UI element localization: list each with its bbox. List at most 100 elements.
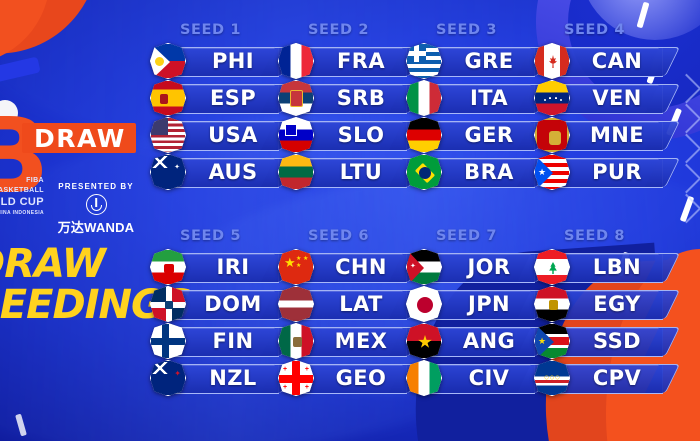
seed-header: SEED 4 bbox=[564, 22, 626, 38]
team-code: NZL bbox=[209, 366, 257, 390]
team-pill[interactable] bbox=[420, 47, 535, 77]
seed-grid: SEED 1 PHI ESP USA ✦ AUS bbox=[150, 0, 700, 441]
team-row[interactable]: ★ SSD bbox=[534, 323, 670, 359]
team-code: SLO bbox=[337, 123, 385, 147]
team-code: PHI bbox=[212, 49, 254, 73]
team-row[interactable]: MEX bbox=[278, 323, 414, 359]
team-row[interactable]: CAN bbox=[534, 43, 670, 79]
seed-block-5: SEED 5 IRI DOM FIN ✦ NZL bbox=[150, 228, 286, 397]
spain-flag bbox=[150, 80, 186, 116]
team-row[interactable]: VEN bbox=[534, 80, 670, 116]
iran-flag bbox=[150, 249, 186, 285]
team-row[interactable]: GRE bbox=[406, 43, 542, 79]
slovenia-flag bbox=[278, 117, 314, 153]
fiba-logo-line: BASKETBALL bbox=[0, 187, 44, 194]
team-code: AUS bbox=[208, 160, 258, 184]
italy-flag bbox=[406, 80, 442, 116]
team-pill[interactable] bbox=[164, 253, 279, 283]
united-states-flag bbox=[150, 117, 186, 153]
team-code: FRA bbox=[337, 49, 385, 73]
seed-header: SEED 6 bbox=[308, 228, 370, 244]
montenegro-flag bbox=[534, 117, 570, 153]
draw-banner: DRAW bbox=[22, 123, 136, 153]
south-sudan-flag: ★ bbox=[534, 323, 570, 359]
team-pill[interactable] bbox=[164, 364, 279, 394]
team-row[interactable]: CIV bbox=[406, 360, 542, 396]
canada-flag bbox=[534, 43, 570, 79]
team-code: ITA bbox=[470, 86, 508, 110]
seed-block-4: SEED 4 CAN VEN MNE ★ PUR bbox=[534, 22, 670, 191]
team-row[interactable]: PHI bbox=[150, 43, 286, 79]
team-code: ESP bbox=[209, 86, 257, 110]
seed-header: SEED 2 bbox=[308, 22, 370, 38]
team-row[interactable]: MNE bbox=[534, 117, 670, 153]
team-row[interactable]: ○○○ CPV bbox=[534, 360, 670, 396]
team-pill[interactable] bbox=[420, 253, 535, 283]
team-row[interactable]: ITA bbox=[406, 80, 542, 116]
team-row[interactable]: LAT bbox=[278, 286, 414, 322]
wanda-logo-icon bbox=[85, 194, 107, 215]
seed-header: SEED 8 bbox=[564, 228, 626, 244]
team-row[interactable]: JPN bbox=[406, 286, 542, 322]
philippines-flag bbox=[150, 43, 186, 79]
australia-flag: ✦ bbox=[150, 154, 186, 190]
branding-panel: B DRAW FIBA BASKETBALL WORLD CUP CHINA I… bbox=[0, 0, 192, 441]
team-code: VEN bbox=[592, 86, 642, 110]
team-row[interactable]: GER bbox=[406, 117, 542, 153]
lebanon-flag bbox=[534, 249, 570, 285]
fiba-worldcup-logo: FIBA BASKETBALL WORLD CUP CHINA INDONESI… bbox=[0, 176, 44, 218]
team-row[interactable]: SLO bbox=[278, 117, 414, 153]
serbia-flag bbox=[278, 80, 314, 116]
seed-block-3: SEED 3 GRE ITA GER BRA bbox=[406, 22, 542, 191]
jordan-flag: ✦ bbox=[406, 249, 442, 285]
team-row[interactable]: ✦ JOR bbox=[406, 249, 542, 285]
team-row[interactable]: EGY bbox=[534, 286, 670, 322]
team-row[interactable]: ★ PUR bbox=[534, 154, 670, 190]
lithuania-flag bbox=[278, 154, 314, 190]
team-code: DOM bbox=[204, 292, 262, 316]
team-row[interactable]: DOM bbox=[150, 286, 286, 322]
team-code: GEO bbox=[335, 366, 387, 390]
team-code: SSD bbox=[593, 329, 641, 353]
team-row[interactable]: LTU bbox=[278, 154, 414, 190]
seed-block-2: SEED 2 FRA SRB SLO LTU bbox=[278, 22, 414, 191]
team-row[interactable]: ANG bbox=[406, 323, 542, 359]
seed-block-6: SEED 6 ★ ★ ★ CHN LAT MEX ++++ GEO bbox=[278, 228, 414, 397]
sponsor-name: 万达WANDA bbox=[57, 220, 135, 235]
team-code: CAN bbox=[591, 49, 643, 73]
team-row[interactable]: FRA bbox=[278, 43, 414, 79]
egypt-flag bbox=[534, 286, 570, 322]
team-row[interactable]: ESP bbox=[150, 80, 286, 116]
team-code: USA bbox=[208, 123, 258, 147]
team-row[interactable]: IRI bbox=[150, 249, 286, 285]
team-pill[interactable] bbox=[420, 327, 535, 357]
team-code: SRB bbox=[336, 86, 386, 110]
greece-flag bbox=[406, 43, 442, 79]
fiba-logo-line: CHINA INDONESIA bbox=[0, 210, 44, 216]
team-row[interactable]: SRB bbox=[278, 80, 414, 116]
seed-block-1: SEED 1 PHI ESP USA ✦ AUS bbox=[150, 22, 286, 191]
seed-header: SEED 1 bbox=[180, 22, 242, 38]
page-title-line-1: DRAW bbox=[0, 241, 106, 287]
team-row[interactable]: BRA bbox=[406, 154, 542, 190]
team-code: LAT bbox=[339, 292, 383, 316]
team-row[interactable]: ✦ AUS bbox=[150, 154, 286, 190]
team-pill[interactable] bbox=[420, 84, 535, 114]
team-row[interactable]: USA bbox=[150, 117, 286, 153]
fiba-logo-line: FIBA bbox=[26, 177, 44, 184]
team-row[interactable]: LBN bbox=[534, 249, 670, 285]
team-row[interactable]: ★ ★ ★ CHN bbox=[278, 249, 414, 285]
draw-label: DRAW bbox=[34, 123, 126, 153]
fiba-logo-line: WORLD CUP bbox=[0, 196, 44, 208]
seed-header: SEED 7 bbox=[436, 228, 498, 244]
france-flag bbox=[278, 43, 314, 79]
brazil-flag bbox=[406, 154, 442, 190]
cape-verde-flag: ○○○ bbox=[534, 360, 570, 396]
japan-flag bbox=[406, 286, 442, 322]
team-code: LBN bbox=[592, 255, 642, 279]
angola-flag bbox=[406, 323, 442, 359]
team-row[interactable]: FIN bbox=[150, 323, 286, 359]
team-row[interactable]: + + + + GEO bbox=[278, 360, 414, 396]
team-row[interactable]: ✦ NZL bbox=[150, 360, 286, 396]
